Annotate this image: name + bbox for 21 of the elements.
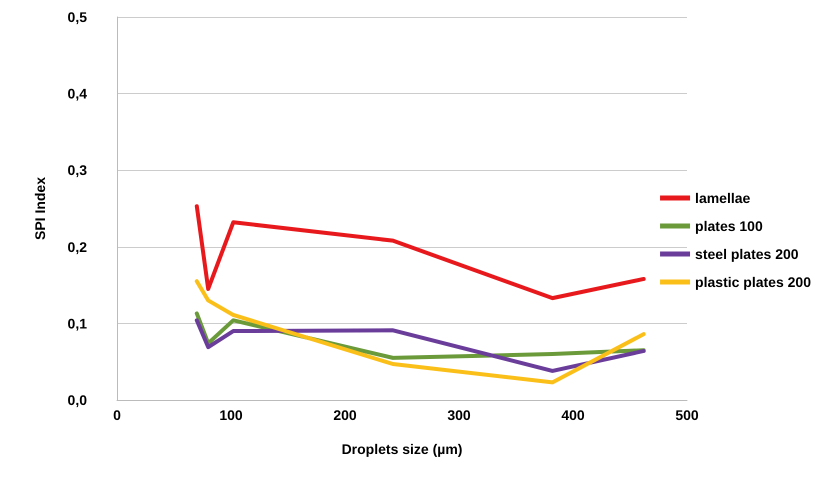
- legend-label: lamellae: [695, 190, 751, 206]
- y-tick-label: 0,0: [68, 392, 88, 408]
- line-series: [194, 279, 646, 384]
- line-series: [194, 318, 646, 373]
- y-tick-label: 0,2: [68, 238, 88, 255]
- x-tick-label: 300: [447, 407, 471, 423]
- legend-label: steel plates 200: [695, 246, 799, 262]
- y-tick-label: 0,3: [68, 162, 88, 178]
- x-axis-title: Droplets size (µm): [342, 441, 462, 457]
- legend-label: plates 100: [695, 218, 763, 234]
- line-series: [194, 204, 646, 300]
- y-tick-label: 0,4: [68, 86, 88, 102]
- y-tick-label: 0,5: [68, 9, 88, 25]
- x-tick-label: 0: [113, 407, 122, 423]
- x-tick-label: 500: [675, 407, 699, 423]
- x-tick-label: 200: [333, 407, 357, 423]
- x-tick-label: 100: [219, 407, 243, 423]
- x-tick-label: 400: [561, 407, 585, 423]
- y-axis-title: SPI Index: [32, 176, 48, 240]
- y-tick-label: 0,1: [68, 315, 88, 332]
- legend-label: plastic plates 200: [695, 274, 812, 290]
